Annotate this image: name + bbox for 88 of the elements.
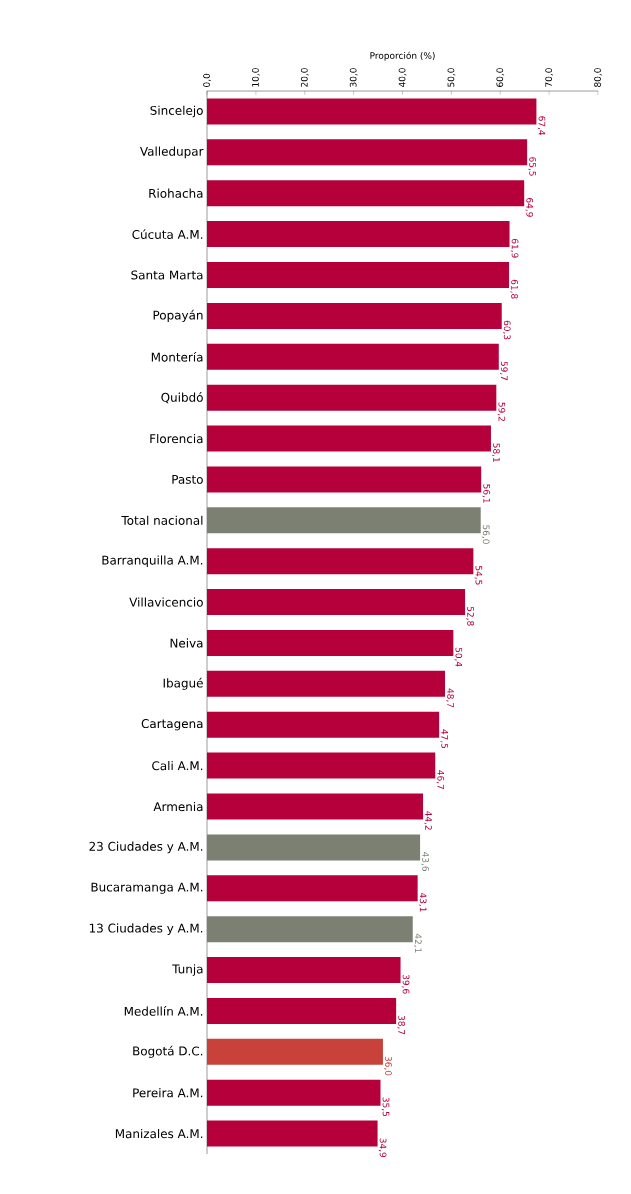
x-tick-label: 0,0 [203,73,211,87]
y-tick-label: Pasto [172,474,203,484]
data-label: 43,1 [418,892,427,912]
data-label: 61,9 [510,238,519,258]
bar [207,916,413,943]
y-tick-label: Neiva [170,638,203,648]
data-label: 44,2 [424,811,432,830]
y-tick-label: Popayán [153,309,203,322]
bar [207,262,510,288]
x-tick-label: 60,0 [496,68,505,87]
data-label: 42,1 [413,933,422,953]
x-tick-label: 10,0 [252,68,260,87]
y-tick-label: Bucaramanga A.M. [91,882,203,894]
bar [207,548,474,575]
data-label: 39,6 [401,974,410,994]
y-tick-label: Montería [151,351,203,362]
data-label: 36,0 [384,1056,392,1076]
bar [207,711,440,738]
y-tick-label: Manizales A.M. [115,1128,203,1139]
y-tick-label: Total nacional [121,515,203,525]
data-label: 54,5 [474,566,483,585]
y-tick-label: Barranquilla A.M. [102,555,203,567]
bar [207,180,525,207]
bar [207,343,499,370]
data-label: 38,7 [397,1015,406,1035]
bar [207,221,510,248]
bar [207,589,466,616]
data-label: 64,9 [525,198,534,217]
y-tick-label: Bogotá D.C. [133,1045,203,1058]
y-tick-label: Cúcuta A.M. [132,229,203,239]
y-tick-label: 13 Ciudades y A.M. [89,923,203,935]
bar [207,629,454,656]
bar [207,98,537,125]
bar [207,957,401,984]
bar [207,793,424,820]
bar [207,507,481,534]
y-tick-label: Santa Marta [131,270,203,280]
data-label: 56,0 [481,525,490,544]
y-tick-label: Valledupar [140,146,204,159]
y-tick-label: Quibdó [161,392,203,404]
y-tick-label: Cartagena [141,719,203,731]
x-tick-label: 20,0 [300,68,309,87]
bar [207,139,528,166]
y-tick-label: Cali A.M. [152,760,203,771]
data-label: 67,4 [537,116,546,136]
y-tick-label: Villavicencio [129,597,203,607]
y-tick-label: Armenia [153,801,203,812]
bar [207,384,497,411]
y-tick-label: Riohacha [149,188,203,198]
bar [207,1120,378,1147]
data-label: 52,8 [466,606,474,626]
y-tick-label: Tunja [172,964,203,976]
data-label: 50,4 [454,647,463,667]
y-tick-label: Florencia [150,433,203,444]
data-label: 35,5 [381,1097,390,1117]
data-label: 48,7 [446,688,454,708]
bar [207,875,418,902]
x-tick-label: 70,0 [545,68,553,87]
bar [207,1038,383,1065]
bar [207,302,502,329]
data-label: 56,1 [482,484,491,503]
x-tick-label: 80,0 [594,68,602,87]
data-label: 65,5 [528,157,537,176]
x-tick-label: 30,0 [349,68,358,87]
y-tick-label: Ibagué [163,677,203,690]
data-label: 59,2 [497,402,506,421]
data-label: 61,8 [510,279,518,299]
y-tick-label: 23 Ciudades y A.M. [89,841,203,854]
data-label: 43,6 [421,852,429,871]
x-tick-label: 40,0 [398,68,407,88]
data-label: 60,3 [502,320,511,340]
y-tick-label: Sincelejo [150,105,203,118]
data-label: 46,7 [436,770,445,790]
bar [207,834,421,861]
y-tick-label: Medellín A.M. [124,1006,203,1016]
data-label: 59,7 [499,361,508,381]
bar [207,425,491,452]
bar [207,1079,381,1106]
bar [207,670,446,697]
data-label: 34,9 [378,1138,387,1158]
bar [207,752,436,779]
bar [207,466,482,493]
bar [207,997,397,1024]
y-tick-label: Pereira A.M. [133,1088,203,1098]
data-label: 58,1 [492,443,500,462]
data-label: 47,5 [440,729,448,749]
x-tick-label: 50,0 [447,68,456,87]
x-axis-title: Proporción (%) [370,51,435,61]
